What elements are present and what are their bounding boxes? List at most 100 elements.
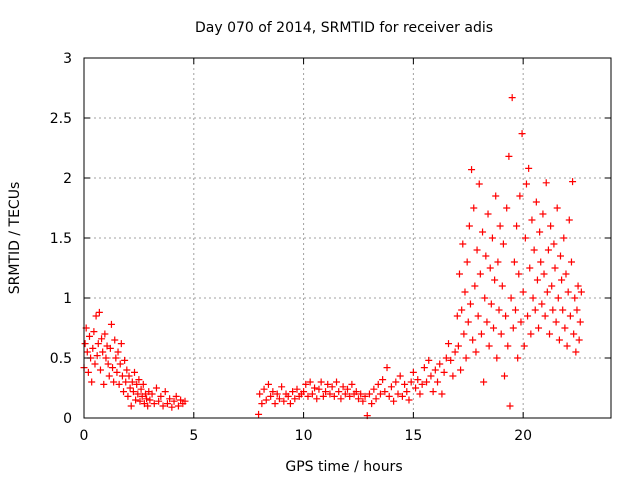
data-point: [370, 385, 378, 393]
data-point: [379, 376, 387, 384]
data-point: [326, 390, 334, 398]
data-point: [538, 300, 546, 308]
data-point: [543, 288, 551, 296]
data-point: [425, 356, 433, 364]
data-point: [407, 378, 415, 386]
data-point: [521, 234, 529, 242]
data-point: [429, 388, 437, 396]
data-point: [409, 368, 417, 376]
data-point: [365, 390, 373, 398]
data-point: [554, 294, 562, 302]
data-point: [150, 400, 158, 408]
data-point: [518, 130, 526, 138]
data-point: [469, 336, 477, 344]
data-point: [527, 330, 535, 338]
data-point: [514, 354, 522, 362]
data-point: [548, 282, 556, 290]
data-point: [109, 364, 117, 372]
data-point: [484, 210, 492, 218]
data-point: [562, 270, 570, 278]
data-point: [492, 192, 500, 200]
data-point: [81, 340, 89, 348]
data-point: [451, 348, 459, 356]
data-point: [575, 336, 583, 344]
data-point: [361, 392, 369, 400]
x-tick-label: 10: [295, 428, 313, 444]
y-tick-label: 3: [63, 51, 72, 67]
data-point: [535, 324, 543, 332]
data-point: [504, 342, 512, 350]
data-point: [166, 395, 174, 403]
data-point: [502, 312, 510, 320]
data-point: [531, 306, 539, 314]
data-point: [564, 288, 572, 296]
data-point: [317, 378, 325, 386]
y-tick-label: 1.5: [50, 231, 72, 247]
data-point: [376, 390, 384, 398]
data-point: [110, 378, 118, 386]
data-point: [418, 380, 426, 388]
data-point: [453, 312, 461, 320]
data-point: [515, 270, 523, 278]
data-point: [460, 330, 468, 338]
data-point: [463, 258, 471, 266]
data-point: [177, 396, 185, 404]
data-point: [139, 380, 147, 388]
data-point: [510, 258, 518, 266]
data-point: [280, 397, 288, 405]
data-point: [495, 306, 503, 314]
data-point: [542, 179, 550, 187]
data-point: [412, 384, 420, 392]
data-point: [555, 336, 563, 344]
data-point: [390, 397, 398, 405]
data-point: [115, 380, 123, 388]
data-point: [289, 388, 297, 396]
data-point: [401, 380, 409, 388]
data-point: [476, 270, 484, 278]
data-point: [565, 216, 573, 224]
data-point: [394, 390, 402, 398]
data-point: [547, 222, 555, 230]
data-point: [493, 354, 501, 362]
data-point: [330, 392, 338, 400]
data-point: [107, 320, 115, 328]
data-point: [552, 318, 560, 326]
data-point: [533, 276, 541, 284]
data-point: [576, 318, 584, 326]
data-point: [136, 397, 144, 405]
data-point: [558, 276, 566, 284]
data-point: [339, 383, 347, 391]
data-point: [506, 402, 514, 410]
data-point: [121, 356, 129, 364]
data-point: [465, 222, 473, 230]
data-point: [530, 246, 538, 254]
data-point: [472, 348, 480, 356]
data-point: [470, 204, 478, 212]
data-point: [125, 372, 133, 380]
data-point: [111, 336, 119, 344]
plot-frame: [83, 57, 612, 419]
data-point: [532, 198, 540, 206]
data-point: [341, 390, 349, 398]
data-point: [396, 372, 404, 380]
data-point: [256, 390, 264, 398]
data-point: [260, 385, 268, 393]
data-point: [92, 312, 100, 320]
data-point: [152, 384, 160, 392]
data-point: [132, 396, 140, 404]
data-point: [513, 222, 521, 230]
data-point: [129, 388, 137, 396]
data-point: [458, 306, 466, 314]
data-point: [269, 388, 277, 396]
data-point: [517, 318, 525, 326]
data-point: [488, 234, 496, 242]
data-point: [114, 348, 122, 356]
data-point: [300, 388, 308, 396]
data-point: [381, 388, 389, 396]
data-point: [258, 400, 266, 408]
data-point: [577, 288, 585, 296]
data-point: [306, 378, 314, 386]
data-point: [431, 366, 439, 374]
data-point: [559, 306, 567, 314]
x-tick-label: 20: [514, 428, 532, 444]
